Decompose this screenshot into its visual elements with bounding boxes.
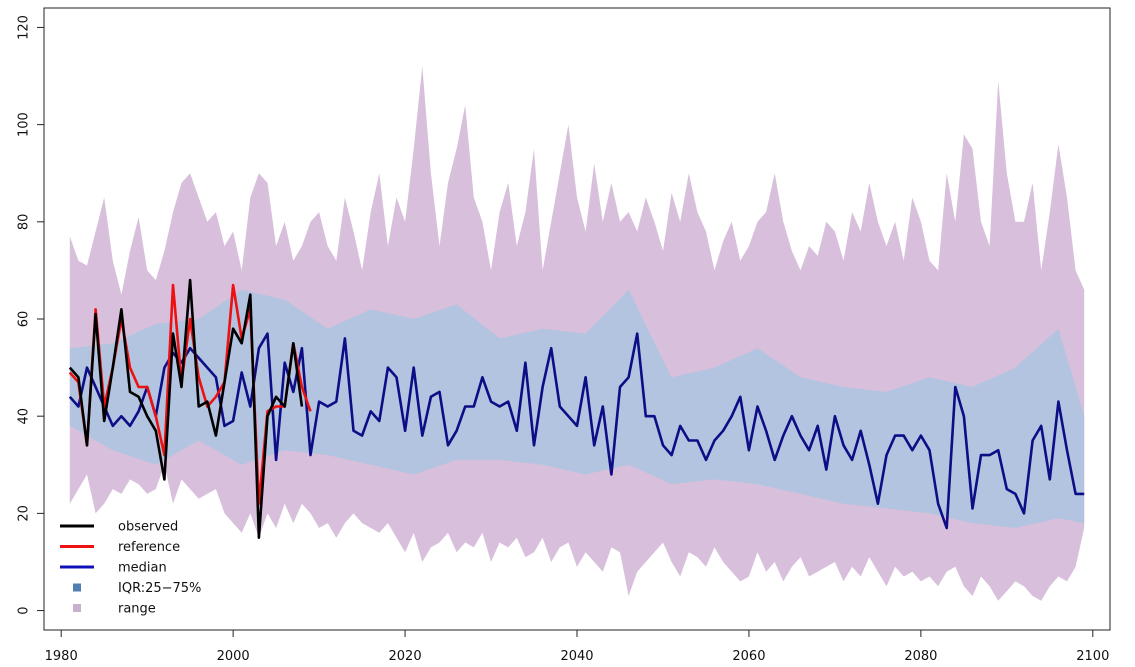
y-tick-label: 120 <box>17 15 32 40</box>
y-tick-label: 100 <box>17 112 32 137</box>
y-tick-label: 60 <box>17 311 32 328</box>
legend-label: reference <box>118 540 180 555</box>
x-tick-label: 2040 <box>560 649 593 664</box>
y-tick-label: 80 <box>17 214 32 231</box>
x-tick-label: 2080 <box>904 649 937 664</box>
x-axis: 1980 2000 2020 2040 2060 2080 2100 <box>45 629 1109 664</box>
legend-label: IQR:25−75% <box>118 581 201 596</box>
x-tick-label: 1980 <box>45 649 78 664</box>
x-tick-label: 2060 <box>732 649 765 664</box>
x-tick-label: 2000 <box>217 649 250 664</box>
legend-swatch-box <box>73 604 81 612</box>
series-layer <box>68 278 1085 540</box>
y-tick-label: 40 <box>17 408 32 425</box>
plot-area <box>68 66 1085 601</box>
x-tick-label: 2020 <box>389 649 422 664</box>
legend-label: observed <box>118 520 178 535</box>
iqr-band <box>69 289 1085 528</box>
series-observed-line <box>68 278 304 540</box>
y-axis: 0 20 40 60 80 100 120 <box>17 15 44 615</box>
y-tick-label: 0 <box>17 606 32 614</box>
x-tick-label: 2100 <box>1076 649 1109 664</box>
legend-label: median <box>118 561 167 576</box>
legend-label: range <box>118 602 156 617</box>
legend-swatch-box <box>73 583 81 592</box>
legend: observed reference median IQR:25−75% range <box>60 520 201 617</box>
y-tick-label: 20 <box>17 505 32 522</box>
